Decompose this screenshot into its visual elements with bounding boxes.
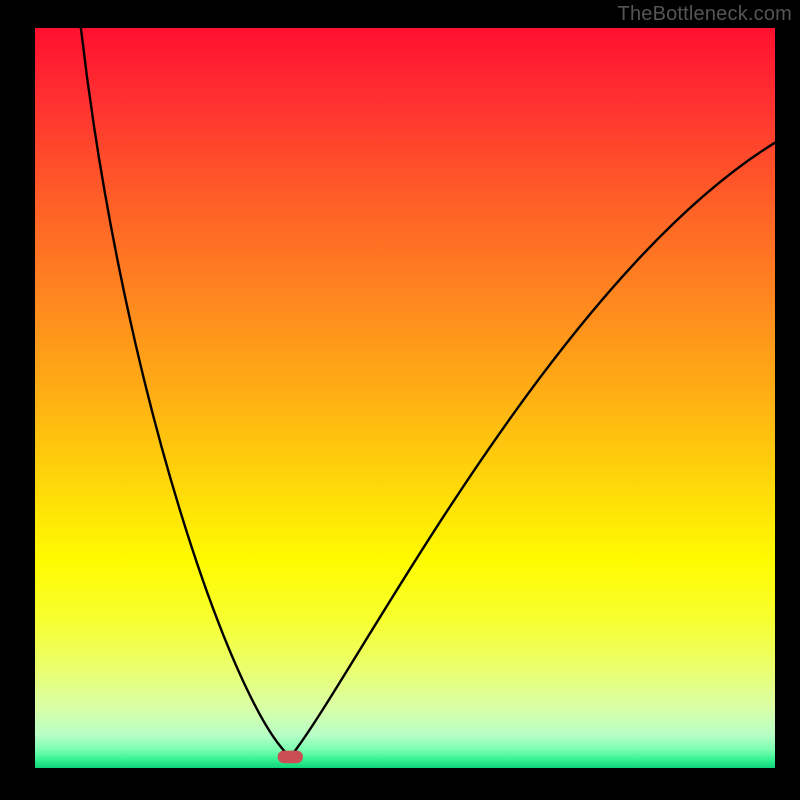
chart-canvas: TheBottleneck.com <box>0 0 800 800</box>
watermark-text: TheBottleneck.com <box>618 3 792 26</box>
optimal-marker <box>278 751 303 764</box>
bottleneck-chart <box>0 0 800 800</box>
gradient-background <box>35 28 775 768</box>
